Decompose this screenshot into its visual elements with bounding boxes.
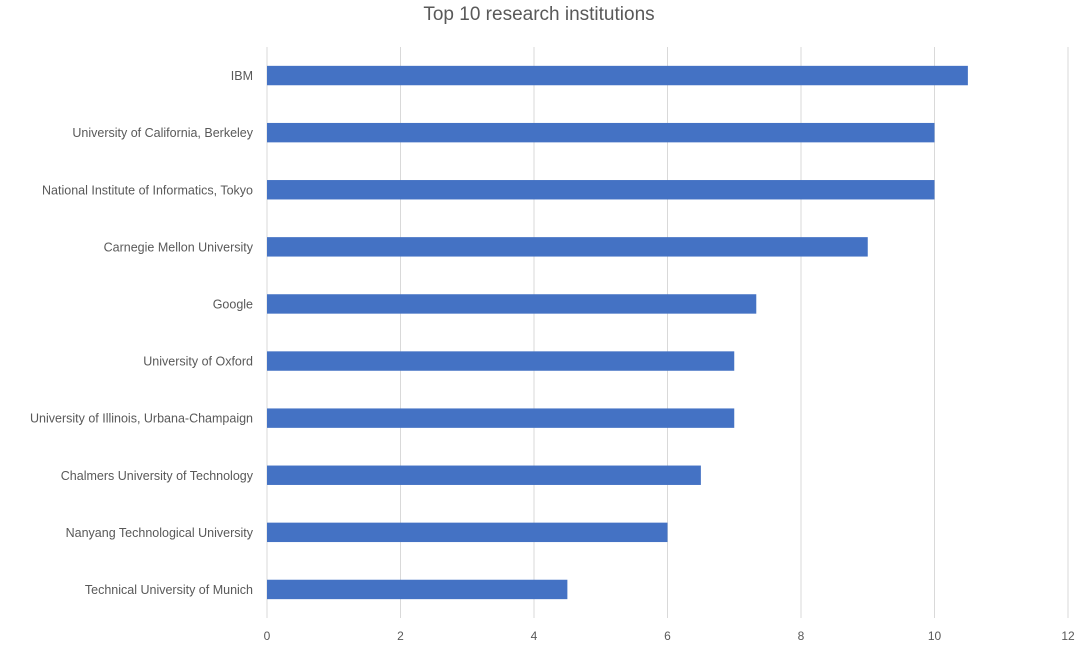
bar [267, 122, 935, 143]
x-tick-label: 4 [531, 629, 538, 643]
x-tick-labels: 0 2 4 6 8 10 12 [264, 629, 1075, 643]
category-label: University of California, Berkeley [72, 126, 253, 140]
x-tick-label: 8 [798, 629, 805, 643]
bar [267, 579, 568, 600]
x-tick-label: 12 [1061, 629, 1075, 643]
category-label: Nanyang Technological University [66, 526, 254, 540]
x-tick-label: 6 [664, 629, 671, 643]
bar [267, 351, 735, 371]
bar [267, 408, 735, 428]
bar [267, 180, 935, 200]
bar [267, 465, 701, 485]
x-tick-label: 10 [928, 629, 942, 643]
category-label: IBM [231, 69, 253, 83]
category-label: National Institute of Informatics, Tokyo [42, 183, 253, 197]
category-label: Google [213, 297, 253, 311]
category-labels: IBM University of California, Berkeley Nat… [30, 69, 254, 597]
category-label: Carnegie Mellon University [104, 240, 254, 254]
x-tick-label: 2 [397, 629, 404, 643]
bars [267, 65, 968, 600]
bar [267, 522, 668, 543]
bar [267, 65, 968, 86]
chart-title: Top 10 research institutions [423, 4, 655, 25]
bar [267, 294, 757, 314]
bar [267, 237, 868, 257]
category-label: Chalmers University of Technology [61, 469, 254, 483]
category-label: University of Illinois, Urbana-Champaign [30, 412, 253, 426]
category-label: University of Oxford [143, 355, 253, 369]
category-label: Technical University of Munich [85, 583, 253, 597]
x-tick-label: 0 [264, 629, 271, 643]
